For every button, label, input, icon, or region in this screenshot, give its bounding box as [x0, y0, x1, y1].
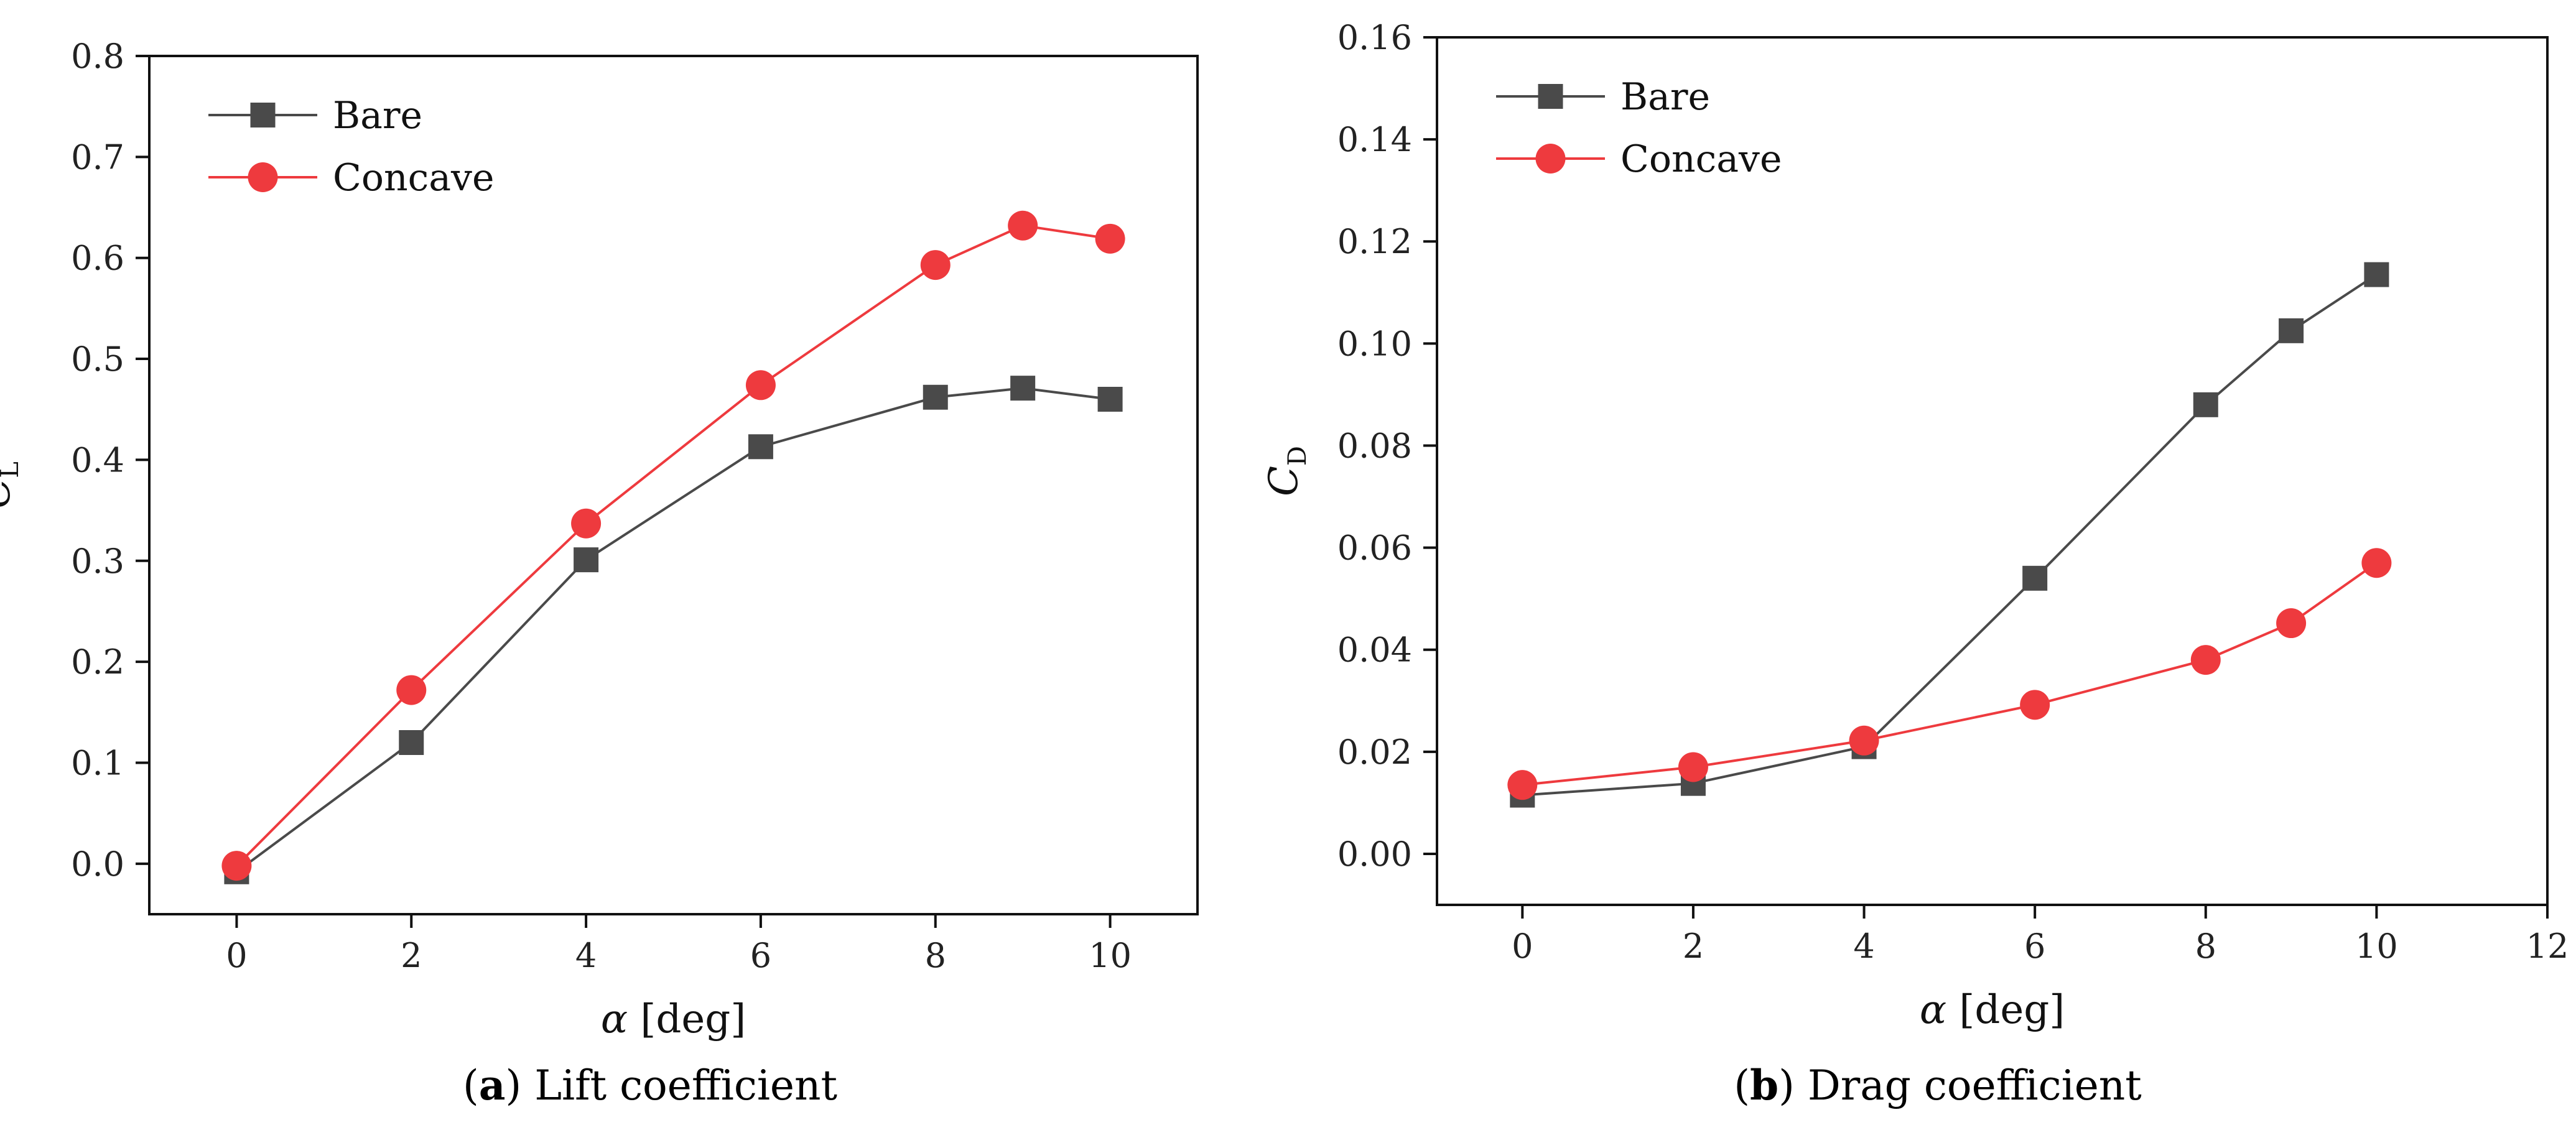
b-x-tick-label: 12: [2526, 927, 2569, 966]
b-x-axis-unit: [deg]: [1946, 987, 2065, 1033]
a-series-bare-point: [923, 384, 948, 410]
b-x-axis-symbol: α: [1920, 987, 1946, 1033]
b-series-concave-point: [2276, 608, 2307, 639]
b-x-tick-label: 8: [2195, 927, 2216, 966]
b-series-bare-point: [2193, 392, 2218, 417]
a-x-axis-symbol: α: [601, 996, 628, 1042]
b-y-tick-label: 0.14: [1337, 120, 1412, 159]
b-series-concave-point: [1507, 770, 1538, 800]
a-x-tick-label: 4: [575, 936, 597, 975]
a-series-concave-point: [221, 851, 252, 881]
b-legend-bare-marker: [1538, 84, 1563, 109]
a-y-tick-label: 0.7: [71, 137, 124, 177]
a-legend: Bare Concave: [208, 94, 494, 200]
a-series-concave-point: [1008, 210, 1038, 241]
a-y-tick-label: 0.5: [71, 340, 124, 379]
b-series-bare-point: [2279, 318, 2304, 343]
b-series-concave-point: [2190, 645, 2221, 675]
b-y-axis-label: CD: [1261, 446, 1312, 496]
b-legend-bare-label: Bare: [1620, 75, 1710, 119]
b-y-axis-subscript: D: [1283, 446, 1312, 466]
b-series-bare-point: [2022, 565, 2048, 591]
a-y-axis-subscript: L: [0, 461, 24, 478]
caption-a-letter: a: [479, 1061, 506, 1109]
a-y-tick-label: 0.0: [71, 845, 124, 884]
b-legend: Bare Concave: [1496, 75, 1782, 181]
b-series-concave: [1507, 548, 2392, 800]
a-x-tick-label: 2: [401, 936, 422, 975]
b-y-tick-label: 0.06: [1337, 529, 1412, 568]
a-y-tick-label: 0.2: [71, 642, 124, 682]
a-series-concave-point: [1095, 223, 1125, 254]
a-series-concave-point: [745, 370, 776, 401]
a-y-tick-label: 0.1: [71, 743, 124, 782]
panel-b-drag-coefficient: 0 2 4 6 8 10 12 0.00 0.02 0.04 0.06 0.08 0.10 0.12 0.1…: [1261, 18, 2569, 1033]
a-legend-concave-label: Concave: [333, 156, 494, 200]
b-x-tick-label: 6: [2024, 927, 2045, 966]
b-legend-concave-label: Concave: [1620, 137, 1782, 181]
a-series-bare-point: [574, 547, 599, 573]
a-x-tick-label: 10: [1089, 936, 1132, 975]
b-series-bare-point: [2364, 262, 2389, 287]
caption-b-text: Drag coefficient: [1795, 1062, 2142, 1109]
a-y-tick-label: 0.8: [71, 37, 124, 76]
b-x-tick-label: 10: [2355, 927, 2398, 966]
a-x-tick-label: 6: [750, 936, 771, 975]
a-legend-bare-marker: [250, 103, 276, 127]
a-legend-bare-label: Bare: [333, 94, 422, 137]
panel-a-lift-coefficient: 0 2 4 6 8 10 0.0 0.1 0.2 0.3 0.4 0.5 0.6 0.7 0.8 α [deg…: [0, 37, 1199, 1042]
b-series-bare-line: [1522, 273, 2378, 797]
a-series-concave-point: [571, 508, 602, 539]
a-series-bare-point: [1010, 376, 1036, 401]
a-series-bare: [224, 376, 1123, 884]
a-x-axis-label: α [deg]: [601, 996, 746, 1042]
b-x-tick-label: 0: [1512, 927, 1533, 966]
b-x-axis-label: α [deg]: [1920, 987, 2065, 1033]
caption-a-text: Lift coefficient: [521, 1062, 837, 1109]
caption-b-letter: b: [1750, 1061, 1779, 1109]
b-series-bare: [1510, 262, 2389, 808]
b-y-tick-label: 0.10: [1337, 324, 1412, 363]
b-legend-concave-marker: [1535, 144, 1566, 174]
a-x-axis-unit: [deg]: [628, 996, 746, 1042]
caption-b: (b) Drag coefficient: [1734, 1061, 2142, 1109]
b-y-tick-label: 0.16: [1337, 18, 1412, 57]
a-y-axis-symbol: C: [0, 478, 19, 509]
b-x-tick-label: 2: [1683, 927, 1704, 966]
a-x-tick-label: 0: [226, 936, 247, 975]
b-y-tick-label: 0.08: [1337, 426, 1412, 465]
a-series-concave-point: [920, 250, 951, 280]
b-series-concave-point: [2361, 548, 2392, 578]
a-series-bare-line: [236, 387, 1110, 873]
a-series-concave-point: [396, 675, 427, 705]
b-plot-frame: [1436, 36, 2549, 906]
b-x-tick-label: 4: [1853, 927, 1874, 966]
a-series-bare-point: [399, 730, 424, 755]
b-series-concave-point: [1678, 752, 1708, 782]
b-y-tick-label: 0.04: [1337, 631, 1412, 670]
caption-a: (a) Lift coefficient: [463, 1061, 837, 1109]
b-series-concave-line: [1522, 562, 2378, 787]
b-y-axis-symbol: C: [1261, 466, 1307, 496]
a-series-concave-line: [235, 224, 1110, 867]
a-x-tick-label: 8: [925, 936, 946, 975]
a-y-tick-label: 0.6: [71, 239, 124, 278]
b-series-concave-point: [1849, 725, 1879, 756]
a-y-tick-label: 0.3: [71, 542, 124, 581]
b-y-tick-label: 0.02: [1337, 733, 1412, 772]
b-y-tick-label: 0.00: [1337, 835, 1412, 874]
b-series-concave-point: [2020, 690, 2050, 720]
b-y-tick-label: 0.12: [1337, 222, 1412, 261]
a-y-tick-label: 0.4: [71, 440, 124, 479]
a-y-axis-label: CL: [0, 461, 24, 509]
a-plot-frame: [148, 55, 1199, 915]
a-series-concave: [221, 210, 1125, 881]
a-legend-concave-marker: [248, 162, 278, 192]
a-series-bare-point: [1097, 387, 1123, 412]
a-series-bare-point: [748, 434, 773, 460]
